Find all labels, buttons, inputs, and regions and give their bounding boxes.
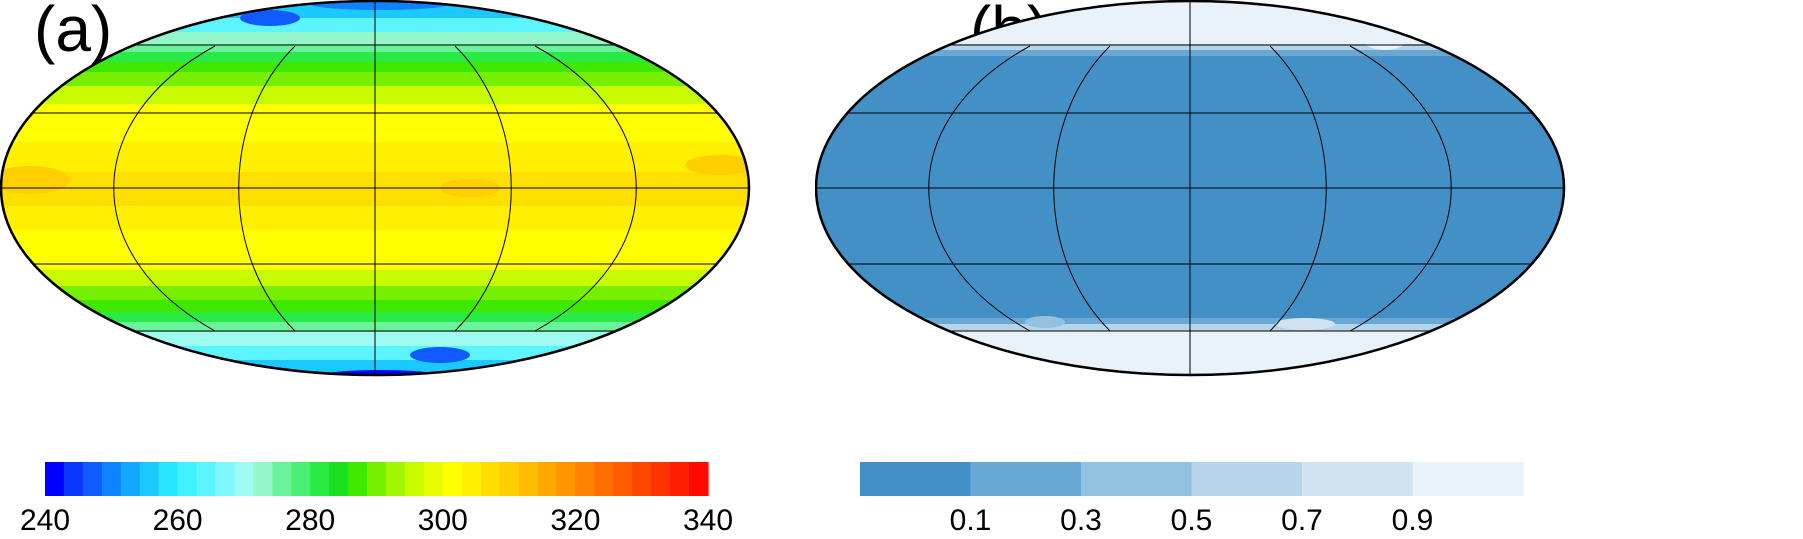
colorbar-a-swatch: [139, 462, 160, 496]
colorbar-a-swatch: [253, 462, 273, 496]
colorbar-a-tick-label: 280: [285, 504, 335, 535]
colorbar-a-swatch: [670, 462, 690, 496]
colorbar-a-swatch: [101, 462, 122, 496]
colorbar-a-swatch: [689, 462, 709, 496]
colorbar-a-tick-label: 260: [153, 504, 203, 535]
colorbar-a: 240 260 280 300 320 340: [20, 462, 733, 535]
colorbar-a-swatch: [82, 462, 103, 496]
colorbar-a-swatch: [442, 462, 463, 496]
colorbar-b-swatch: [1412, 462, 1524, 496]
panel-a-label: (a): [34, 0, 113, 65]
colorbar-a-swatch: [461, 462, 482, 496]
colorbar-b-tick-label: 0.7: [1281, 504, 1323, 535]
map-b: [815, 0, 1566, 377]
colorbar-a-tick-label: 300: [418, 504, 468, 535]
colorbar-b-tick-label: 0.1: [950, 504, 992, 535]
colorbar-a-swatch: [177, 462, 198, 496]
colorbar-b: 0.1 0.3 0.5 0.7 0.9: [860, 462, 1524, 535]
colorbar-a-swatch: [556, 462, 576, 496]
colorbar-a-tick-label: 320: [550, 504, 600, 535]
colorbar-a-swatch: [158, 462, 179, 496]
colorbar-a-swatch: [63, 462, 84, 496]
colorbar-a-swatch: [348, 462, 368, 496]
colorbar-a-swatch: [215, 462, 236, 496]
colorbar-a-swatch: [537, 462, 558, 496]
colorbar-a-swatch: [575, 462, 595, 496]
colorbar-b-tick-label: 0.5: [1171, 504, 1213, 535]
colorbar-a-tick-label: 340: [683, 504, 733, 535]
colorbar-b-swatch: [1191, 462, 1303, 496]
colorbar-a-swatch: [45, 462, 65, 496]
colorbar-b-swatch: [970, 462, 1082, 496]
colorbar-a-swatch: [480, 462, 501, 496]
colorbar-a-swatch: [385, 462, 406, 496]
colorbar-a-swatch: [196, 462, 217, 496]
colorbar-a-swatch: [613, 462, 633, 496]
colorbar-a-swatch: [367, 462, 387, 496]
colorbar-b-tick-label: 0.3: [1060, 504, 1102, 535]
colorbar-a-swatch: [234, 462, 254, 496]
map-a: [0, 0, 751, 377]
colorbar-b-swatch: [1302, 462, 1414, 496]
colorbar-a-swatch: [651, 462, 671, 496]
colorbar-b-tick-label: 0.9: [1392, 504, 1434, 535]
colorbar-a-swatch: [404, 462, 425, 496]
colorbar-a-tick-label: 240: [20, 504, 70, 535]
colorbar-a-swatch: [272, 462, 292, 496]
colorbar-a-swatch: [291, 462, 311, 496]
colorbar-a-swatch: [499, 462, 520, 496]
colorbar-a-swatch: [632, 462, 652, 496]
colorbar-a-swatch: [594, 462, 614, 496]
colorbar-a-swatch: [518, 462, 539, 496]
colorbar-a-swatch: [329, 462, 349, 496]
colorbar-a-swatch: [120, 462, 141, 496]
colorbar-b-swatch: [860, 462, 972, 496]
colorbar-a-swatch: [423, 462, 444, 496]
colorbar-a-swatch: [310, 462, 330, 496]
colorbar-b-swatch: [1081, 462, 1193, 496]
